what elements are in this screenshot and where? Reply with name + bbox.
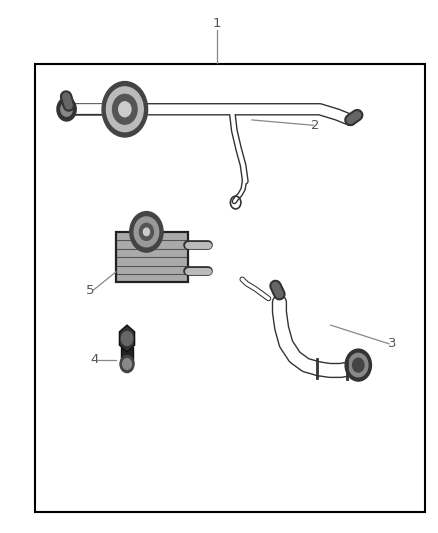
Circle shape <box>119 102 131 117</box>
Circle shape <box>120 356 134 373</box>
Circle shape <box>349 353 368 377</box>
Bar <box>116 232 188 282</box>
Text: 4: 4 <box>90 353 99 366</box>
Bar <box>35 64 425 512</box>
Text: 2: 2 <box>311 119 320 132</box>
Circle shape <box>57 98 76 121</box>
Text: 5: 5 <box>85 284 94 297</box>
Circle shape <box>61 102 72 116</box>
Circle shape <box>139 223 153 240</box>
Circle shape <box>121 332 133 345</box>
Circle shape <box>113 94 137 124</box>
Bar <box>121 347 133 364</box>
Circle shape <box>106 87 143 132</box>
Circle shape <box>353 358 364 372</box>
Circle shape <box>102 82 148 137</box>
Text: 1: 1 <box>212 18 221 30</box>
Circle shape <box>123 359 131 369</box>
Circle shape <box>130 212 163 252</box>
Circle shape <box>345 349 371 381</box>
Circle shape <box>134 217 159 247</box>
Text: 3: 3 <box>388 337 396 350</box>
Bar <box>116 232 188 282</box>
Circle shape <box>143 228 149 236</box>
Polygon shape <box>120 325 134 352</box>
